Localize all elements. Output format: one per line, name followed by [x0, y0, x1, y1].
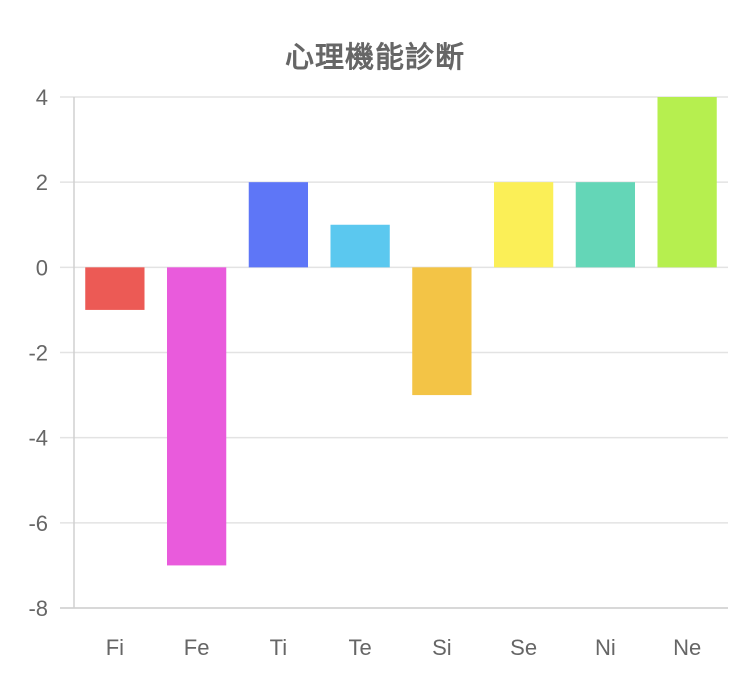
chart-title: 心理機能診断 — [284, 40, 465, 74]
y-tick-label: -2 — [28, 341, 48, 366]
y-tick-label: -6 — [28, 511, 48, 536]
x-tick-label: Ni — [595, 635, 616, 660]
bar-fi[interactable] — [85, 267, 145, 310]
bar-ti[interactable] — [248, 182, 309, 268]
bar-si[interactable] — [412, 267, 472, 396]
bars — [85, 97, 717, 566]
gridlines — [60, 96, 728, 609]
y-tick-label: 4 — [36, 85, 48, 110]
x-tick-label: Se — [510, 635, 537, 660]
y-tick-label: -4 — [28, 426, 48, 451]
y-tick-label: 0 — [36, 255, 48, 280]
tick-labels: 4 2 0 -2 -4 -6 -8 Fi Fe Ti Te Si Se Ni Ne — [28, 85, 701, 660]
x-tick-label: Si — [432, 635, 452, 660]
y-tick-label: -8 — [28, 596, 48, 621]
x-tick-label: Te — [349, 635, 372, 660]
x-tick-label: Fe — [184, 635, 210, 660]
axes — [60, 97, 728, 609]
bar-ne[interactable] — [657, 97, 717, 268]
bar-ni[interactable] — [575, 182, 636, 268]
y-tick-label: 2 — [36, 170, 48, 195]
x-tick-label: Fi — [106, 635, 124, 660]
bar-se[interactable] — [493, 182, 554, 268]
bar-te[interactable] — [330, 224, 390, 268]
x-tick-label: Ti — [270, 635, 288, 660]
bar-fe[interactable] — [166, 267, 227, 566]
x-tick-label: Ne — [673, 635, 701, 660]
